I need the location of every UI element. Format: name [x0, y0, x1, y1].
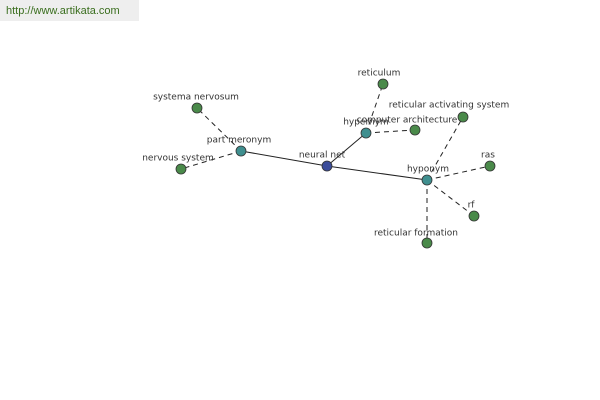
- dashed-edge: [426, 179, 475, 217]
- node-label: neural net: [299, 151, 346, 161]
- node-label: systema nervosum: [153, 93, 239, 103]
- dashed-edge: [426, 165, 491, 181]
- node[interactable]: [377, 78, 389, 90]
- node-label: rf: [468, 201, 476, 211]
- edge: [326, 165, 428, 181]
- node-label: ras: [481, 151, 495, 161]
- node[interactable]: [235, 145, 247, 157]
- dashed-edge: [426, 116, 464, 181]
- node-label: hypernym: [343, 118, 389, 128]
- node[interactable]: [409, 124, 421, 136]
- node[interactable]: [421, 237, 433, 249]
- node-label: nervous system: [142, 154, 214, 164]
- node[interactable]: [321, 160, 333, 172]
- node[interactable]: [468, 210, 480, 222]
- node-label: hyponym: [407, 165, 449, 175]
- node-label: reticular activating system: [389, 101, 509, 111]
- node[interactable]: [360, 127, 372, 139]
- node-label: computer architecture: [357, 116, 458, 126]
- dashed-edge: [365, 129, 416, 134]
- node[interactable]: [484, 160, 496, 172]
- dashed-edge: [196, 107, 242, 152]
- edge: [240, 150, 328, 167]
- site-url[interactable]: http://www.artikata.com: [6, 5, 120, 17]
- node-label: reticular formation: [374, 229, 458, 239]
- node[interactable]: [175, 163, 187, 175]
- dashed-edge: [180, 150, 242, 170]
- node[interactable]: [457, 111, 469, 123]
- node[interactable]: [421, 174, 433, 186]
- header-bar: [0, 0, 139, 21]
- node-label: reticulum: [358, 69, 401, 79]
- node[interactable]: [191, 102, 203, 114]
- edge: [326, 132, 367, 167]
- node-label: part meronym: [207, 136, 271, 146]
